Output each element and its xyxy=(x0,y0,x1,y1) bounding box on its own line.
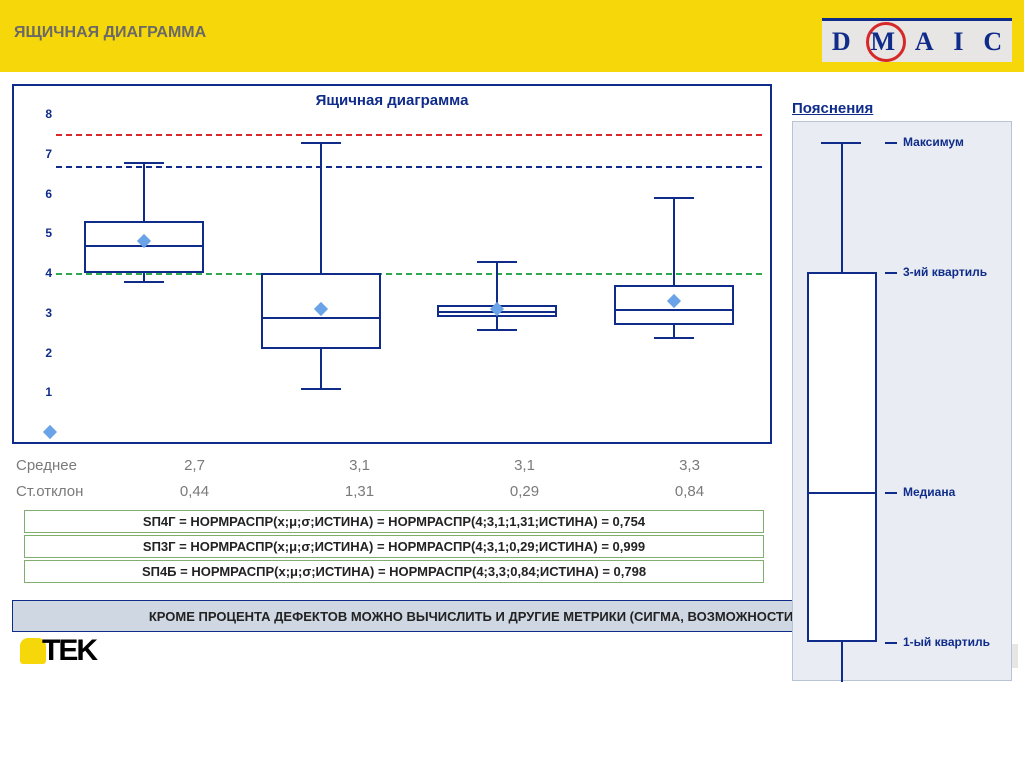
legend-label-q1: 1-ый квартиль xyxy=(903,635,990,649)
stats-label: Среднее xyxy=(12,457,112,474)
y-tick: 8 xyxy=(34,107,52,121)
legend-area: Максимум 3-ий квартиль Медиана 1-ый квартил… xyxy=(792,121,1012,681)
legend-label-q3: 3-ий квартиль xyxy=(903,265,987,279)
formula-list: SП4Г = НОРМРАСПР(x;μ;σ;ИСТИНА) = НОРМРАС… xyxy=(24,510,764,585)
legend-whisker xyxy=(841,642,843,682)
legend-title: Пояснения xyxy=(792,100,1012,117)
y-tick: 2 xyxy=(34,346,52,360)
logo-text: TEK xyxy=(42,634,96,667)
stats-value: 3,1 xyxy=(442,457,607,474)
dmaic-i: I xyxy=(953,27,963,57)
page-title: ЯЩИЧНАЯ ДИАГРАММА xyxy=(14,24,206,42)
legend-box xyxy=(807,272,877,642)
legend-median xyxy=(807,492,877,494)
formula-row: SП3Г = НОРМРАСПР(x;μ;σ;ИСТИНА) = НОРМРАС… xyxy=(24,535,764,558)
legend-label-max: Максимум xyxy=(903,135,964,149)
stats-value: 2,7 xyxy=(112,457,277,474)
y-tick: 4 xyxy=(34,266,52,280)
y-tick: 3 xyxy=(34,306,52,320)
bottom-note-text: КРОМЕ ПРОЦЕНТА ДЕФЕКТОВ МОЖНО ВЫЧИСЛИТЬ … xyxy=(149,609,875,624)
formula-row: SП4Б = НОРМРАСПР(x;μ;σ;ИСТИНА) = НОРМРАС… xyxy=(24,560,764,583)
dmaic-box: D M A I C xyxy=(822,18,1012,62)
stats-value: 1,31 xyxy=(277,483,442,500)
stats-value: 0,29 xyxy=(442,483,607,500)
stats-table: Среднее2,73,13,13,3Ст.отклон0,441,310,29… xyxy=(12,452,772,504)
stats-value: 3,3 xyxy=(607,457,772,474)
logo: TEK xyxy=(20,634,96,668)
legend-label-median: Медиана xyxy=(903,485,955,499)
dmaic-a: A xyxy=(915,27,934,57)
stats-row: Ст.отклон0,441,310,290,84 xyxy=(12,478,772,504)
y-tick: 1 xyxy=(34,385,52,399)
boxplot-group xyxy=(437,114,557,432)
dmaic-d: D xyxy=(832,27,851,57)
stats-label: Ст.отклон xyxy=(12,483,112,500)
stats-value: 0,84 xyxy=(607,483,772,500)
legend-panel: Пояснения Максимум 3-ий квартиль Медиана 1-… xyxy=(792,100,1012,680)
formula-row: SП4Г = НОРМРАСПР(x;μ;σ;ИСТИНА) = НОРМРАС… xyxy=(24,510,764,533)
legend-tick xyxy=(885,642,897,644)
stats-value: 0,44 xyxy=(112,483,277,500)
boxplot-group xyxy=(614,114,734,432)
dmaic-m: M xyxy=(870,27,895,57)
stats-value: 3,1 xyxy=(277,457,442,474)
legend-cap xyxy=(821,142,861,144)
y-tick: 6 xyxy=(34,187,52,201)
legend-tick xyxy=(885,142,897,144)
legend-whisker xyxy=(841,142,843,272)
legend-tick xyxy=(885,272,897,274)
y-tick: 5 xyxy=(34,226,52,240)
boxplot-group xyxy=(84,114,204,432)
boxplot-group xyxy=(261,114,381,432)
legend-tick xyxy=(885,492,897,494)
plot-area: 012345678 xyxy=(56,114,762,432)
dmaic-c: C xyxy=(983,27,1002,57)
boxplot-chart: Ящичная диаграмма 012345678 xyxy=(12,84,772,444)
stats-row: Среднее2,73,13,13,3 xyxy=(12,452,772,478)
y-tick: 7 xyxy=(34,147,52,161)
chart-title: Ящичная диаграмма xyxy=(316,92,469,109)
